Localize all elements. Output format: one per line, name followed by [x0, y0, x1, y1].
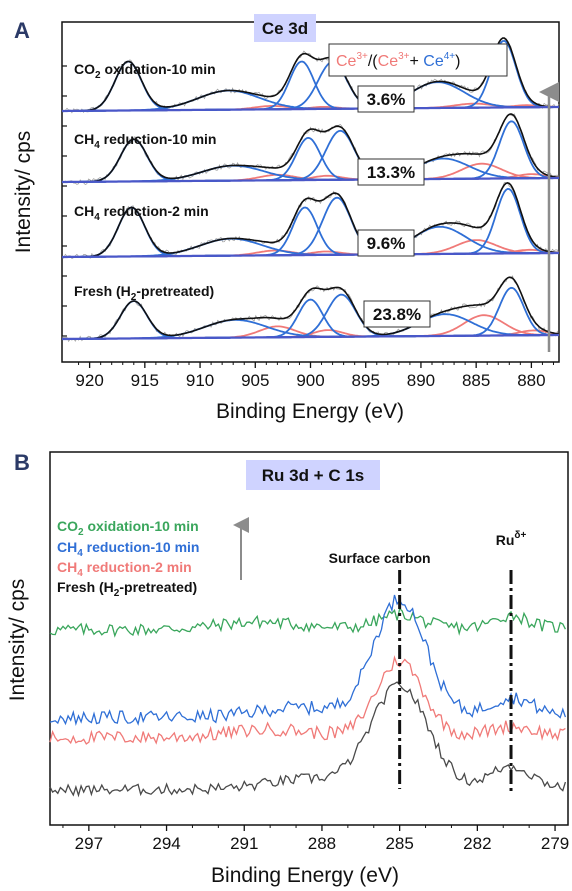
panel-a-label: A [14, 18, 30, 43]
x-tick-label: 900 [296, 371, 324, 390]
legend-ce3: Ce [336, 53, 357, 70]
panel-a-legend-box [328, 43, 508, 77]
annotation-label: Surface carbon [329, 550, 431, 566]
legend-entry: CH4 reduction-10 min [57, 539, 199, 559]
x-tick-label: 297 [75, 834, 103, 853]
x-tick-label: 294 [152, 834, 180, 853]
spectrum-line [49, 607, 566, 638]
panel-a-title: Ce 3d [262, 19, 308, 38]
series-4 [61, 275, 560, 343]
x-tick-label: 915 [131, 371, 159, 390]
fit-envelope [62, 113, 560, 183]
background-line [62, 105, 559, 113]
panel-b-x-label: Binding Energy (eV) [211, 864, 399, 887]
panel-a-legend: Ce3+/(Ce3++ Ce4+) [336, 51, 460, 70]
trace-label: Fresh (H2-pretreated) [74, 283, 214, 303]
x-tick-label: 288 [308, 834, 336, 853]
x-tick-label: 285 [385, 834, 413, 853]
x-tick-label: 895 [352, 371, 380, 390]
x-tick-label: 880 [517, 371, 545, 390]
panel-a-ratio-boxes: 3.6% 13.3% 9.6% 23.8% [357, 85, 431, 328]
panel-b-y-label: Intensity/ cps [6, 579, 29, 702]
ratio-value: 23.8% [373, 305, 421, 324]
series-2 [61, 113, 560, 185]
background-line [62, 251, 559, 259]
fit-envelope [62, 276, 560, 340]
x-tick-label: 282 [463, 834, 491, 853]
spectrum-line [49, 594, 567, 726]
raw-data [61, 113, 560, 185]
panel-a-y-label: Intensity/ cps [12, 131, 35, 254]
annotation-label: Ruδ+ [496, 530, 527, 548]
trace-label: CO2 oxidation-10 min [74, 61, 216, 81]
ratio-box [357, 229, 415, 257]
background-line [62, 176, 559, 184]
x-tick-label: 890 [407, 371, 435, 390]
fit-envelope [62, 37, 559, 112]
panel-b: B 297 294 291 288 285 282 279 Ru 3d + C 1s CO2… [6, 450, 569, 887]
x-tick-label: 905 [241, 371, 269, 390]
ratio-value: 13.3% [367, 163, 415, 182]
series-1 [61, 37, 560, 114]
legend-entry: Fresh (H2-pretreated) [57, 579, 197, 599]
legend-ce4: Ce [423, 53, 444, 70]
trace-label: CH4 reduction-2 min [74, 203, 209, 223]
panel-a-y-axis [62, 65, 67, 337]
panel-b-series [49, 594, 567, 798]
panel-b-label: B [14, 450, 30, 475]
panel-b-title-box [246, 460, 380, 490]
x-tick-label: 910 [186, 371, 214, 390]
ratio-box [363, 300, 431, 328]
panel-b-annotations: Surface carbon Ruδ+ [329, 530, 527, 795]
ratio-value: 3.6% [367, 90, 406, 109]
ratio-value: 9.6% [367, 234, 406, 253]
panel-a-x-axis: 920 915 910 905 900 895 890 885 880 [75, 362, 554, 390]
panel-a-trace-labels: CO2 oxidation-10 min CH4 reduction-10 min… [74, 61, 216, 303]
spectrum-line [49, 681, 567, 798]
panel-a-series [61, 37, 560, 343]
panel-a: A 920 915 910 905 900 895 890 885 880 CO2 oxidat… [12, 14, 560, 423]
legend-entry: CO2 oxidation-10 min [57, 518, 199, 538]
legend-entry: CH4 reduction-2 min [57, 559, 192, 579]
spectrum-line [49, 655, 566, 745]
panel-a-x-label: Binding Energy (eV) [216, 400, 404, 423]
series-3 [61, 182, 560, 259]
trace-label: CH4 reduction-10 min [74, 131, 216, 151]
ratio-box [357, 158, 425, 186]
panel-b-frame [49, 451, 569, 826]
x-tick-label: 279 [541, 834, 569, 853]
fit-envelope [62, 182, 560, 258]
x-tick-label: 920 [75, 371, 103, 390]
panel-b-title: Ru 3d + C 1s [262, 466, 365, 485]
x-tick-label: 291 [230, 834, 258, 853]
ratio-box [357, 85, 415, 113]
background-line [62, 333, 559, 341]
x-tick-label: 885 [462, 371, 490, 390]
panel-b-x-axis: 297 294 291 288 285 282 279 [62, 825, 569, 853]
panel-a-title-box [254, 14, 316, 42]
